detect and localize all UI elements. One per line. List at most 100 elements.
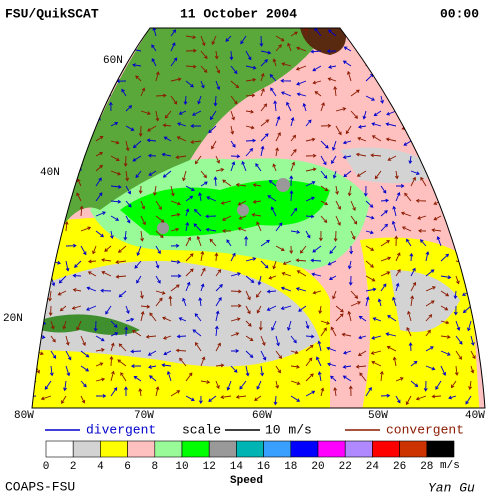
wind-arrow [62, 71, 67, 82]
wind-arrow [258, 320, 263, 331]
wind-arrow [124, 326, 129, 337]
wind-arrow [209, 238, 217, 247]
wind-arrow [190, 140, 202, 144]
wind-arrow [220, 200, 232, 205]
wind-arrow [280, 305, 292, 310]
wind-arrow [185, 80, 194, 88]
wind-arrow [125, 125, 135, 131]
wind-arrow [101, 258, 112, 262]
wind-arrow [85, 80, 97, 85]
wind-arrow [175, 348, 187, 353]
legend-scale: scale [182, 422, 221, 437]
wind-arrow [92, 245, 97, 255]
wind-arrow [95, 151, 104, 157]
wind-arrow [350, 301, 361, 307]
wind-arrow [200, 267, 206, 277]
wind-arrow [110, 215, 120, 221]
wind-arrow [155, 260, 160, 269]
wind-arrow [406, 326, 412, 337]
wind-arrow [185, 221, 190, 232]
colorbar-label: 10 [175, 461, 188, 473]
wind-arrow [125, 105, 133, 112]
wind-arrow [226, 380, 232, 391]
wind-arrow [363, 40, 368, 52]
wind-arrow [200, 50, 208, 60]
wind-arrow [305, 390, 316, 397]
lon-label: 40W [465, 410, 485, 422]
wind-arrow [200, 80, 205, 89]
wind-arrow [271, 320, 277, 331]
wind-arrow [327, 362, 337, 367]
wind-arrow [385, 122, 397, 127]
wind-arrow [260, 103, 268, 112]
wind-arrow [65, 55, 70, 67]
wind-arrow [32, 394, 37, 399]
wind-arrow [208, 395, 217, 402]
wind-arrow [348, 385, 353, 397]
wind-arrow [275, 350, 283, 360]
wind-arrow [273, 395, 278, 406]
wind-arrow [155, 297, 163, 307]
wind-arrow [464, 275, 472, 283]
wind-arrow [425, 80, 432, 91]
wind-arrow [170, 42, 176, 52]
wind-arrow [424, 140, 429, 151]
wind-arrow [125, 200, 132, 208]
wind-arrow [215, 65, 221, 74]
wind-arrow [170, 57, 178, 67]
wind-arrow [110, 370, 115, 382]
wind-arrow [80, 131, 87, 142]
wind-arrow [235, 395, 247, 399]
wind-arrow [214, 325, 219, 337]
wind-arrow [410, 281, 417, 292]
wind-arrow [425, 365, 436, 371]
wind-arrow [182, 170, 187, 182]
wind-arrow [281, 62, 292, 67]
wind-arrow [280, 286, 292, 292]
colorbar-label: 12 [203, 461, 216, 473]
wind-arrow [193, 223, 202, 232]
wind-arrow [370, 153, 382, 158]
map-area [32, 28, 485, 408]
wind-arrow [328, 275, 337, 281]
wind-arrow [371, 335, 382, 340]
colorbar-label: 26 [393, 461, 406, 473]
wind-arrow [470, 365, 475, 374]
wind-arrow [170, 274, 182, 278]
wind-arrow [395, 191, 401, 202]
wind-arrow [406, 238, 412, 247]
wind-arrow [170, 390, 181, 397]
wind-arrow [197, 95, 202, 105]
wind-arrow [35, 305, 46, 312]
wind-arrow [230, 110, 236, 121]
wind-arrow [268, 275, 277, 280]
wind-arrow [296, 270, 307, 277]
wind-arrow [215, 269, 222, 277]
wind-arrow [193, 208, 202, 217]
wind-arrow [110, 199, 122, 204]
wind-arrow [357, 350, 367, 356]
wind-arrow [35, 80, 47, 86]
wind-arrow [269, 74, 277, 82]
wind-arrow [230, 317, 241, 322]
wind-arrow [213, 95, 218, 107]
wind-arrow [132, 155, 142, 162]
wind-arrow [95, 362, 104, 367]
wind-arrow [175, 155, 187, 160]
wind-arrow [290, 230, 301, 234]
author: Yan Gu [428, 480, 475, 495]
wind-arrow [170, 200, 181, 206]
lon-label: 50W [368, 410, 388, 422]
wind-arrow [215, 284, 223, 292]
wind-arrow [266, 305, 277, 311]
wind-arrow [275, 132, 281, 142]
wind-arrow [296, 46, 307, 52]
wind-arrow [392, 356, 397, 367]
wind-arrow [145, 334, 157, 339]
wind-arrow [161, 152, 172, 157]
wind-arrow [215, 380, 220, 389]
wind-arrow [95, 335, 105, 342]
wind-arrow [65, 365, 71, 377]
wind-arrow [245, 290, 251, 301]
wind-arrow [425, 163, 434, 172]
